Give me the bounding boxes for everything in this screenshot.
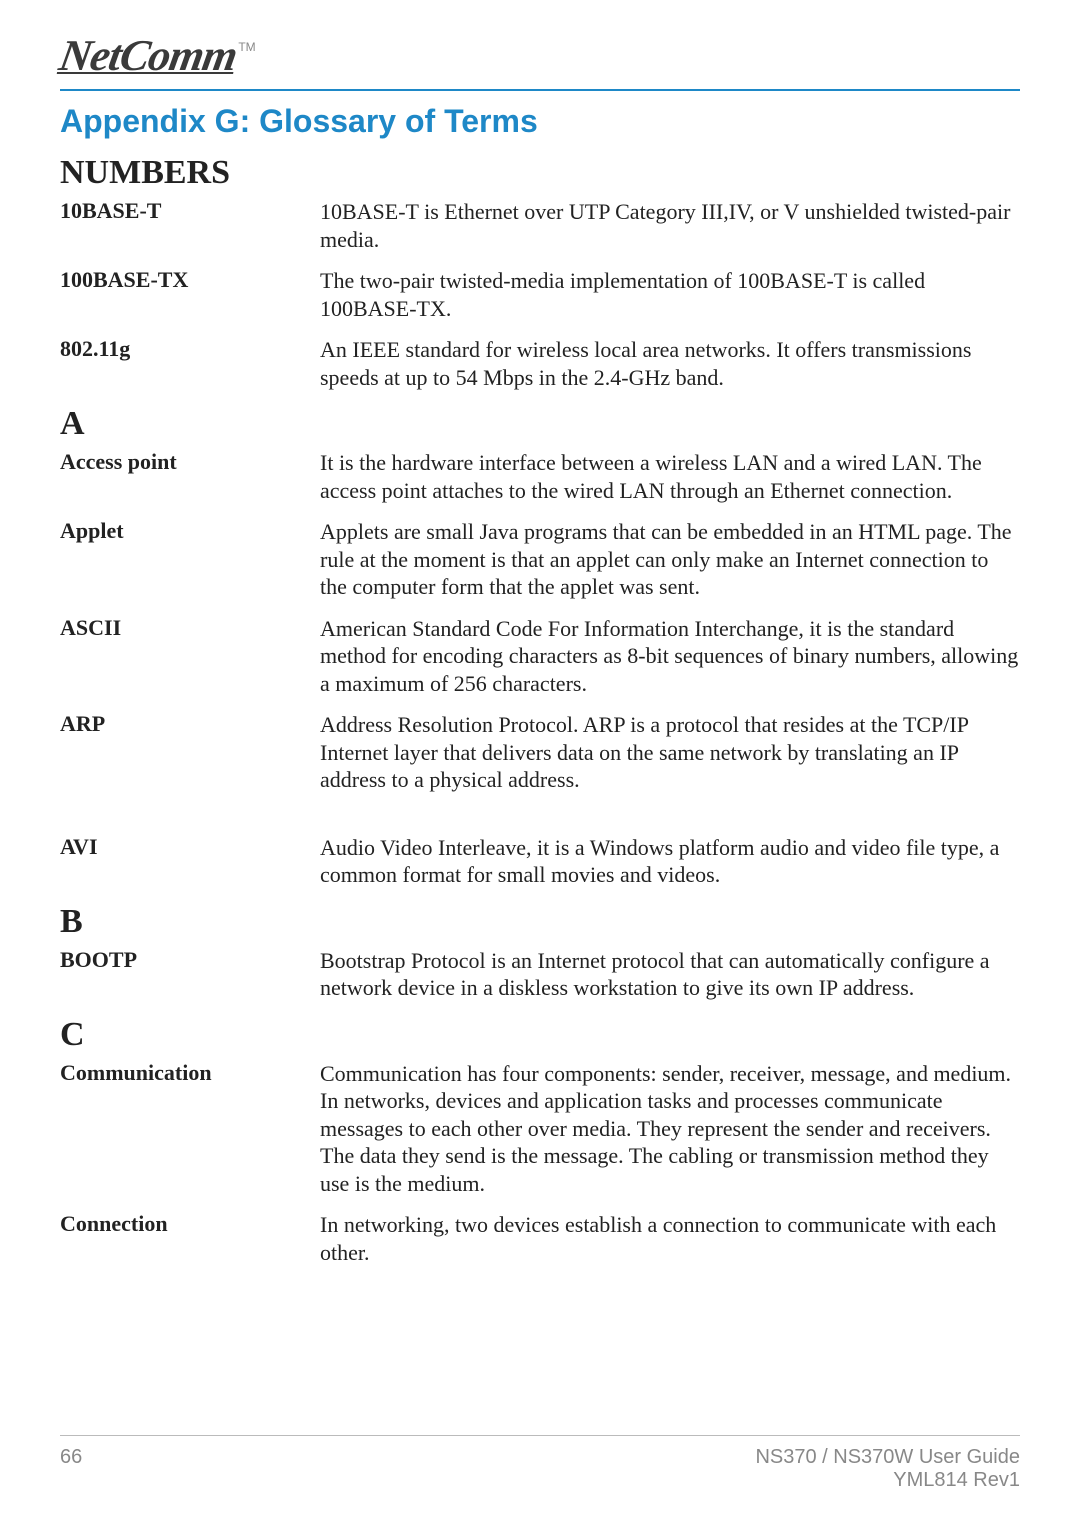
section-heading: C [60, 1016, 1020, 1054]
glossary-term: Connection [60, 1211, 320, 1237]
logo-text: NetComm [56, 30, 241, 81]
glossary-entry: CommunicationCommunication has four comp… [60, 1060, 1020, 1198]
page-footer: 66 NS370 / NS370W User Guide YML814 Rev1 [60, 1435, 1020, 1492]
glossary-definition: Communication has four components: sende… [320, 1060, 1020, 1198]
glossary-term: 100BASE-TX [60, 267, 320, 293]
glossary-term: ASCII [60, 615, 320, 641]
glossary-entry: Access pointIt is the hardware interface… [60, 449, 1020, 504]
glossary-term: Access point [60, 449, 320, 475]
glossary-definition: Address Resolution Protocol. ARP is a pr… [320, 711, 1020, 794]
glossary-definition: The two-pair twisted-media implementatio… [320, 267, 1020, 322]
glossary-entry: ARPAddress Resolution Protocol. ARP is a… [60, 711, 1020, 794]
glossary-entry: AppletApplets are small Java programs th… [60, 518, 1020, 601]
glossary-term: ARP [60, 711, 320, 737]
glossary-entry: 802.11gAn IEEE standard for wireless loc… [60, 336, 1020, 391]
glossary-term: BOOTP [60, 947, 320, 973]
glossary-definition: Applets are small Java programs that can… [320, 518, 1020, 601]
header-rule [60, 89, 1020, 91]
glossary-definition: Bootstrap Protocol is an Internet protoc… [320, 947, 1020, 1002]
glossary-entry: BOOTPBootstrap Protocol is an Internet p… [60, 947, 1020, 1002]
page-number: 66 [60, 1446, 82, 1492]
glossary-definition: Audio Video Interleave, it is a Windows … [320, 834, 1020, 889]
logo-tm: TM [238, 40, 255, 54]
glossary-term: Applet [60, 518, 320, 544]
glossary-definition: In networking, two devices establish a c… [320, 1211, 1020, 1266]
glossary-definition: It is the hardware interface between a w… [320, 449, 1020, 504]
glossary-term: Communication [60, 1060, 320, 1086]
glossary-definition: An IEEE standard for wireless local area… [320, 336, 1020, 391]
glossary-entry: ConnectionIn networking, two devices est… [60, 1211, 1020, 1266]
glossary-definition: 10BASE-T is Ethernet over UTP Category I… [320, 198, 1020, 253]
footer-right: NS370 / NS370W User Guide YML814 Rev1 [755, 1446, 1020, 1492]
glossary-entry: 10BASE-T10BASE-T is Ethernet over UTP Ca… [60, 198, 1020, 253]
glossary-term: AVI [60, 834, 320, 860]
section-heading: A [60, 405, 1020, 443]
glossary-term: 802.11g [60, 336, 320, 362]
glossary-body: NUMBERS 10BASE-T10BASE-T is Ethernet over… [60, 154, 1020, 1266]
glossary-term: 10BASE-T [60, 198, 320, 224]
brand-logo: NetComm TM [60, 30, 1020, 81]
glossary-entry: 100BASE-TXThe two-pair twisted-media imp… [60, 267, 1020, 322]
glossary-entry: AVIAudio Video Interleave, it is a Windo… [60, 834, 1020, 889]
appendix-title: Appendix G: Glossary of Terms [60, 103, 1020, 140]
glossary-definition: American Standard Code For Information I… [320, 615, 1020, 698]
glossary-entry: ASCIIAmerican Standard Code For Informat… [60, 615, 1020, 698]
footer-rev: YML814 Rev1 [755, 1469, 1020, 1492]
footer-guide: NS370 / NS370W User Guide [755, 1446, 1020, 1469]
section-heading: B [60, 903, 1020, 941]
section-heading: NUMBERS [60, 154, 1020, 192]
